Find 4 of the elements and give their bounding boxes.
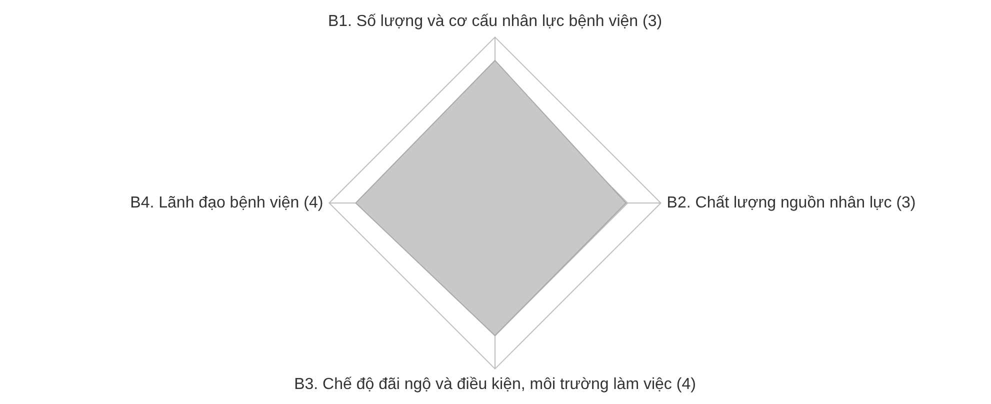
spoke-label: B4. Lãnh đạo bệnh viện (4) <box>130 194 324 212</box>
spoke-label: B3. Chế độ đãi ngộ và điều kiện, môi trường làm việc (4) <box>294 376 696 393</box>
spoke-label: B2. Chất lượng nguồn nhân lực (3) <box>666 194 916 212</box>
spoke-label: B1. Số lượng và cơ cấu nhân lực bệnh viện (3) <box>328 13 662 30</box>
